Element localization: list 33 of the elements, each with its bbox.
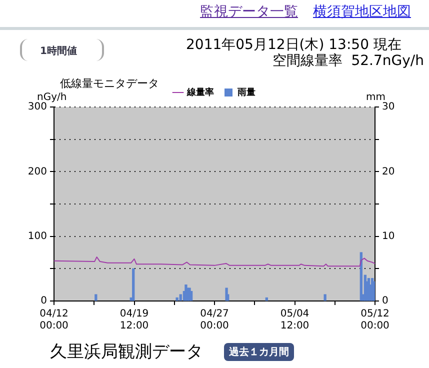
x-tick-label: 05/04 12:00 [280,308,310,332]
y-axis-title: nGy/h [37,92,67,103]
bar [265,297,268,301]
bar [372,281,375,301]
y2-axis-title: mm [366,92,386,103]
x-tick-label: 04/19 12:00 [120,308,149,332]
text: 過去１カ月間 [224,343,294,361]
bar [176,297,178,301]
y-tick-label: 200 [28,166,47,178]
bar [324,294,326,301]
x-tick-label: 05/12 00:00 [360,308,390,332]
bar [132,268,135,301]
legend-label: 雨量 [236,86,256,98]
text: 監視データ一覧 [200,3,298,21]
y2-tick-label: 0 [382,296,388,307]
x-tick-label: 04/12 00:00 [40,308,68,332]
y2-tick-label: 30 [382,102,395,113]
x-tick-label: 04/27 00:00 [200,308,229,332]
bar [179,294,182,301]
text: 久里浜局観測データ [50,341,203,363]
y2-tick-label: 20 [382,166,395,178]
text: 空間線量率 52.7nGy/h [272,52,424,70]
y-tick-label: 300 [28,102,47,113]
y2-tick-label: 10 [382,230,395,242]
y-tick-label: 0 [40,296,47,307]
text: 2011年05月12日(木) 13:50 現在 [186,36,402,53]
y-tick-label: 100 [28,230,47,242]
text: 1時間値 [40,44,77,58]
text: 横須賀地区地図 [313,3,411,21]
bar [94,294,98,301]
chart-title: 低線量モニタデータ [60,76,159,91]
bar [190,290,193,301]
legend-label: 線量率 [186,86,214,98]
